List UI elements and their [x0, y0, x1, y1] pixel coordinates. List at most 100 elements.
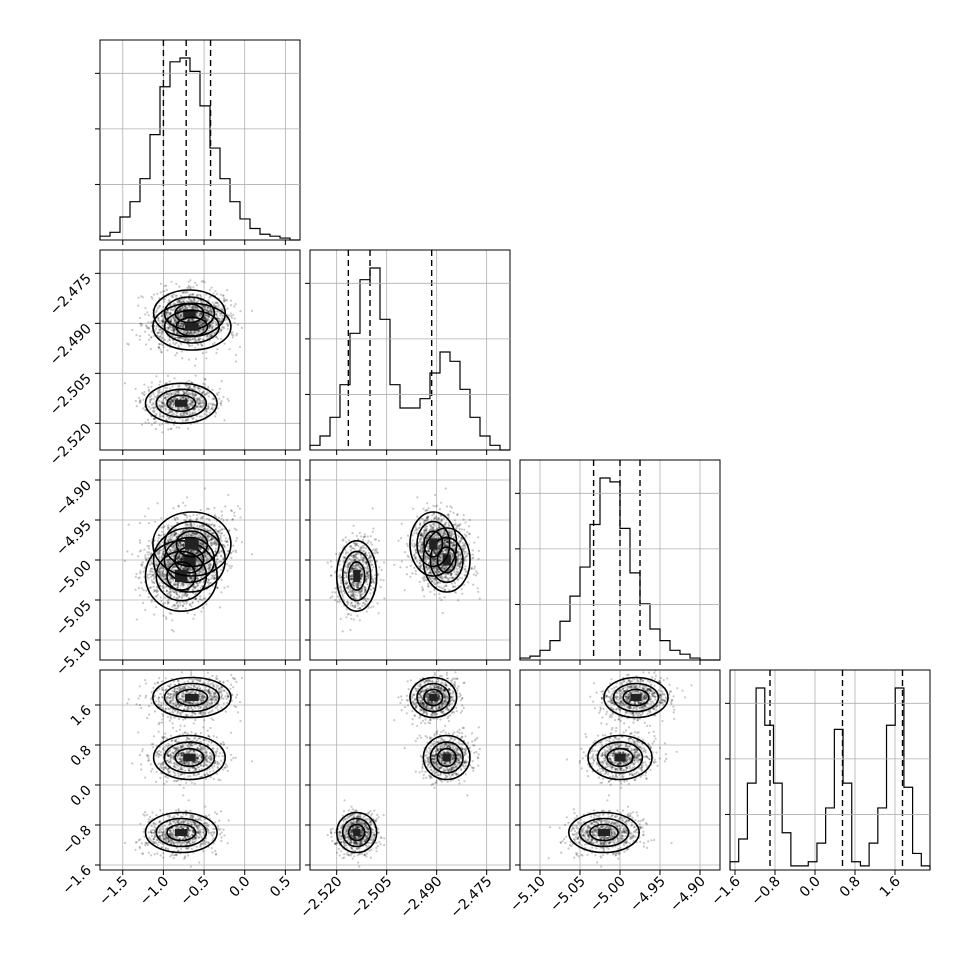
sample-point [203, 316, 206, 319]
sample-point [443, 588, 447, 592]
sample-point [166, 561, 169, 564]
sample-point [213, 525, 216, 528]
sample-point [194, 597, 197, 600]
sample-point [223, 299, 226, 302]
sample-point [471, 549, 474, 552]
sample-point [424, 556, 427, 559]
sample-point [161, 572, 164, 575]
sample-point [201, 323, 205, 326]
sample-point [161, 320, 165, 323]
sample-point [204, 306, 207, 309]
sample-point [216, 393, 219, 397]
sample-point [180, 558, 184, 561]
sample-point [168, 338, 171, 341]
sample-point [198, 325, 201, 328]
sample-point [185, 534, 188, 537]
sample-point [150, 381, 153, 384]
sample-point [167, 528, 170, 531]
sample-point [185, 332, 189, 335]
sample-point [222, 558, 225, 561]
sample-point [169, 593, 172, 596]
sample-point [189, 304, 192, 307]
sample-point [172, 543, 175, 546]
sample-point [201, 543, 205, 546]
sample-point [184, 419, 187, 422]
sample-point [196, 588, 199, 591]
sample-point [178, 322, 181, 325]
sample-point [219, 538, 222, 541]
sample-point [198, 323, 201, 326]
sample-point [184, 607, 187, 610]
sample-point [209, 323, 212, 327]
sample-point [178, 316, 181, 320]
sample-point [159, 584, 162, 588]
sample-point [439, 566, 442, 569]
panel-1-1 [305, 249, 511, 455]
sample-point [178, 541, 181, 544]
sample-point [160, 315, 163, 318]
sample-point [207, 535, 210, 539]
sample-point [161, 566, 165, 569]
sample-point [189, 576, 193, 579]
sample-point [182, 392, 185, 395]
sample-point [470, 566, 473, 569]
sample-point [160, 391, 164, 394]
sample-point [181, 390, 185, 393]
sample-point [447, 569, 451, 572]
sample-point [146, 327, 149, 330]
sample-point [194, 568, 197, 571]
sample-point [204, 554, 207, 557]
sample-point [155, 327, 158, 330]
sample-point [198, 402, 201, 405]
sample-point [230, 509, 233, 512]
sample-point [198, 324, 201, 328]
sample-point [210, 311, 214, 314]
sample-point [191, 319, 194, 322]
sample-point [170, 317, 173, 320]
panel-frame [99, 39, 301, 241]
sample-point [207, 319, 210, 322]
sample-point [194, 567, 197, 570]
sample-point [189, 522, 192, 525]
sample-point [181, 604, 184, 608]
sample-point [169, 416, 172, 419]
sample-point [192, 417, 195, 420]
sample-point [161, 344, 164, 347]
sample-point [160, 319, 163, 322]
sample-point [165, 590, 168, 593]
sample-point [208, 325, 211, 328]
sample-point [215, 412, 218, 415]
sample-point [168, 400, 171, 403]
sample-point [186, 330, 189, 333]
sample-point [432, 566, 435, 570]
sample-point [187, 579, 190, 583]
sample-point [186, 338, 189, 341]
sample-point [161, 405, 164, 408]
sample-point [183, 602, 186, 605]
sample-point [209, 538, 212, 541]
sample-point [186, 332, 189, 335]
sample-point [198, 571, 201, 575]
sample-point [180, 322, 183, 325]
sample-point [162, 550, 165, 554]
sample-point [150, 336, 153, 339]
sample-point [208, 581, 211, 585]
sample-point [201, 322, 205, 326]
sample-point [205, 603, 208, 606]
sample-point [158, 534, 161, 537]
sample-point [222, 294, 225, 297]
sample-point [222, 519, 225, 522]
sample-point [167, 559, 170, 562]
sample-point [199, 598, 202, 601]
sample-point [182, 543, 185, 546]
sample-point [203, 402, 206, 405]
sample-point [214, 302, 217, 305]
sample-point [185, 407, 188, 410]
sample-point [184, 338, 187, 341]
sample-point [219, 536, 222, 539]
sample-point [216, 310, 219, 314]
sample-point [157, 316, 160, 319]
sample-point [194, 394, 197, 397]
sample-point [206, 335, 209, 338]
sample-point [204, 545, 207, 549]
